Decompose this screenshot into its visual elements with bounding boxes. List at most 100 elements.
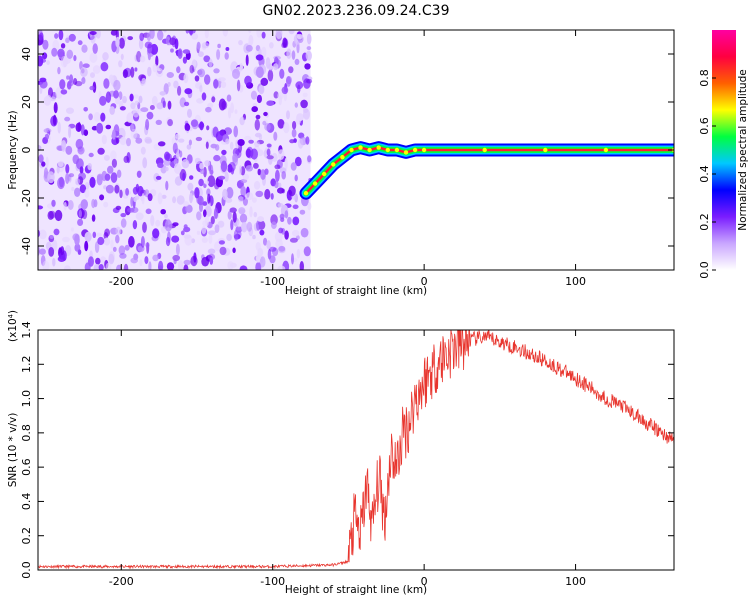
- noise-speckle: [284, 230, 289, 240]
- noise-speckle: [101, 134, 107, 145]
- noise-speckle: [146, 32, 152, 41]
- noise-speckle: [102, 52, 109, 61]
- noise-speckle: [155, 175, 162, 180]
- signal-track-point: [322, 171, 327, 177]
- noise-speckle: [251, 106, 258, 113]
- noise-speckle: [172, 142, 178, 154]
- noise-speckle: [171, 235, 180, 243]
- noise-speckle: [130, 128, 138, 139]
- noise-speckle: [144, 138, 153, 144]
- noise-speckle: [152, 63, 158, 73]
- noise-speckle: [146, 111, 154, 120]
- noise-speckle: [275, 169, 280, 182]
- noise-speckle: [127, 36, 133, 41]
- noise-speckle: [88, 113, 93, 121]
- noise-speckle: [57, 66, 61, 75]
- noise-speckle: [197, 51, 204, 57]
- noise-speckle: [268, 246, 277, 252]
- snr-ytick-label: 1.4: [20, 321, 33, 339]
- noise-speckle: [263, 237, 268, 246]
- noise-speckle: [66, 75, 70, 80]
- noise-speckle: [205, 214, 210, 227]
- noise-speckle: [177, 48, 183, 59]
- noise-speckle: [118, 37, 125, 49]
- noise-speckle: [99, 95, 107, 106]
- noise-speckle: [81, 77, 85, 83]
- noise-speckle: [150, 215, 155, 227]
- noise-speckle: [144, 41, 153, 49]
- noise-speckle: [278, 227, 284, 234]
- noise-speckle: [259, 256, 266, 268]
- noise-speckle: [299, 209, 306, 215]
- noise-speckle: [39, 248, 46, 255]
- noise-speckle: [81, 44, 88, 53]
- noise-speckle: [261, 46, 267, 58]
- noise-speckle: [232, 211, 237, 223]
- noise-speckle: [306, 33, 312, 45]
- noise-speckle: [293, 138, 297, 144]
- noise-speckle: [218, 240, 225, 245]
- colorbar-tick-label: 0.4: [698, 165, 711, 183]
- noise-speckle: [225, 47, 230, 51]
- spectrogram-ytick-label: 40: [20, 47, 33, 61]
- noise-speckle: [115, 137, 120, 144]
- noise-speckle: [115, 226, 121, 236]
- noise-speckle: [238, 196, 244, 203]
- noise-speckle: [294, 58, 300, 65]
- noise-speckle: [145, 118, 150, 131]
- noise-speckle: [207, 193, 211, 204]
- noise-speckle: [142, 221, 147, 233]
- noise-speckle: [213, 79, 219, 89]
- colorbar: 0.0 0.2 0.4 0.6 0.8 Normalized spectral ampl…: [698, 30, 749, 279]
- noise-speckle: [147, 193, 153, 202]
- noise-speckle: [199, 85, 203, 93]
- noise-speckle: [195, 136, 203, 142]
- noise-speckle: [74, 243, 81, 252]
- noise-speckle: [286, 110, 290, 120]
- noise-speckle: [166, 262, 175, 270]
- noise-speckle: [119, 189, 123, 199]
- signal-track: [299, 141, 674, 200]
- noise-speckle: [194, 75, 200, 82]
- noise-speckle: [157, 141, 166, 147]
- noise-speckle: [77, 218, 84, 226]
- snr-axes: -200 -100 0 100 0.0 0.2 0.4 0.6 0.8 1.0 1.2 1.4: [20, 321, 674, 588]
- noise-speckle: [42, 39, 49, 50]
- noise-speckle: [42, 260, 50, 270]
- noise-speckle: [58, 30, 64, 41]
- noise-speckle: [302, 92, 308, 98]
- signal-track-point: [403, 150, 409, 155]
- noise-speckle: [294, 174, 298, 182]
- noise-speckle: [196, 41, 201, 50]
- noise-speckle: [60, 89, 68, 95]
- noise-speckle: [51, 47, 58, 57]
- noise-speckle: [84, 262, 91, 270]
- noise-speckle: [279, 213, 285, 220]
- noise-speckle: [210, 216, 215, 225]
- noise-speckle: [72, 233, 80, 242]
- noise-speckle: [256, 30, 262, 38]
- noise-speckle: [173, 258, 177, 265]
- noise-speckle: [130, 66, 135, 78]
- noise-speckle: [173, 163, 182, 175]
- noise-speckle: [142, 157, 148, 169]
- noise-speckle: [100, 112, 106, 122]
- noise-speckle: [170, 48, 174, 53]
- noise-speckle: [203, 209, 207, 218]
- noise-speckle: [52, 114, 57, 126]
- noise-speckle: [140, 146, 146, 155]
- noise-speckle: [73, 55, 77, 62]
- noise-speckle: [133, 197, 137, 202]
- noise-speckle: [291, 50, 296, 60]
- noise-speckle: [237, 139, 245, 146]
- noise-speckle: [286, 48, 292, 59]
- noise-speckle: [208, 58, 213, 68]
- noise-speckle: [139, 259, 143, 267]
- noise-speckle: [122, 69, 128, 79]
- noise-speckle: [295, 81, 304, 90]
- spectrogram-ytick-label: -20: [20, 189, 33, 207]
- noise-speckle: [273, 63, 279, 71]
- noise-speckle: [60, 246, 65, 256]
- noise-speckle: [240, 186, 247, 198]
- noise-speckle: [256, 94, 262, 104]
